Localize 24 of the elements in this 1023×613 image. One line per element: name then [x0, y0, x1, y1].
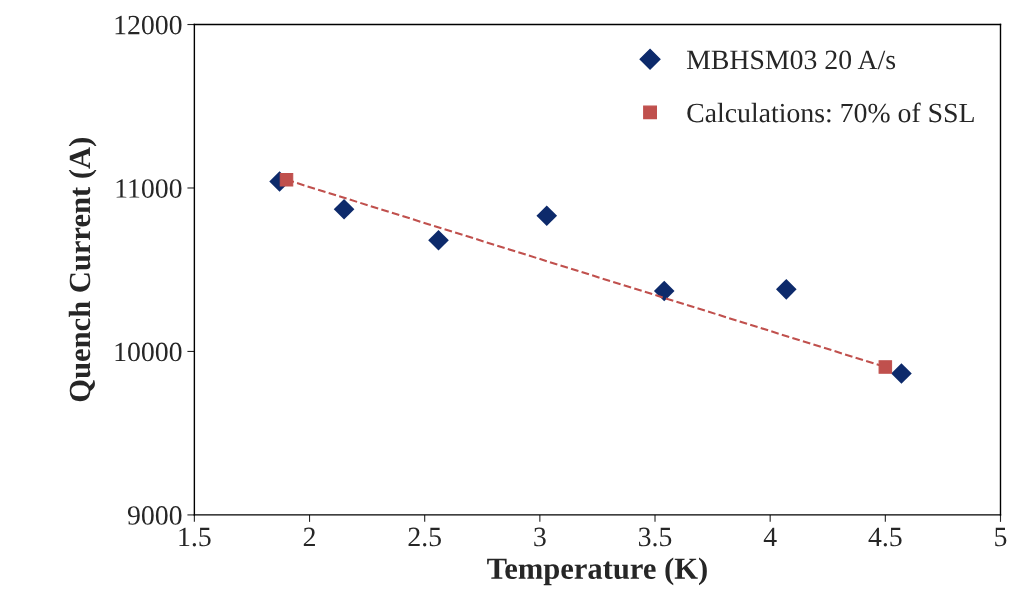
x-tick-label: 2.5 — [408, 527, 441, 547]
x-tick-label: 4 — [763, 527, 777, 546]
point — [878, 360, 893, 374]
legend-label: Calculations: 70% of SSL — [687, 102, 974, 123]
point — [653, 280, 675, 302]
y-tick-label: 12000 — [115, 15, 182, 35]
x-tick-label: 1.5 — [179, 527, 211, 547]
y-tick-label: 9000 — [127, 506, 182, 525]
point — [776, 279, 797, 300]
x-tick-label: 4.5 — [868, 527, 902, 547]
point — [279, 173, 294, 187]
y-tick-label: 10000 — [115, 342, 182, 362]
y-tick-label: 11000 — [116, 179, 182, 198]
x-tick-label: 5 — [995, 527, 1007, 547]
point — [333, 198, 355, 220]
point — [891, 363, 912, 384]
point — [428, 230, 449, 251]
x-axis-title: Temperature (K) — [487, 557, 707, 586]
x-tick-label: 3.5 — [638, 527, 672, 547]
x-tick-label: 3 — [534, 527, 546, 547]
y-axis-title: Quench Current (A) — [68, 138, 97, 402]
legend-label: MBHSM03 20 A/s — [686, 50, 896, 70]
x-tick-label: 2 — [303, 527, 315, 546]
point — [536, 205, 558, 227]
